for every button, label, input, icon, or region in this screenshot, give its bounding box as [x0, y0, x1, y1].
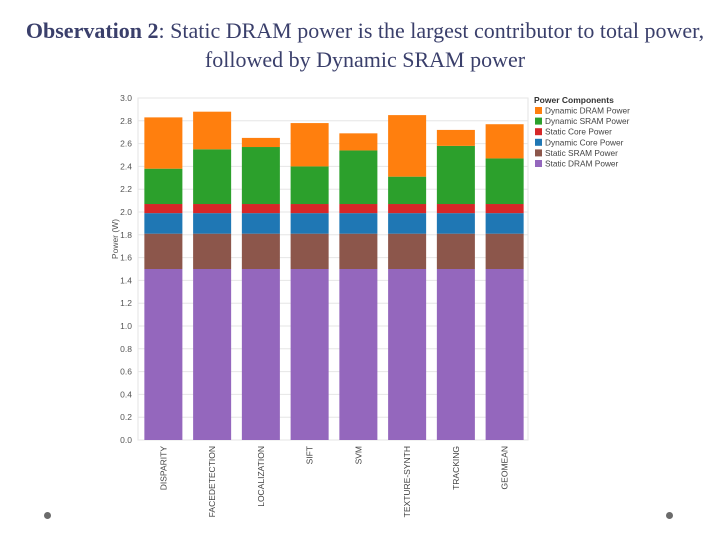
bar-segment-static-sram-power: [339, 233, 378, 269]
bar-segment-dynamic-sram-power: [144, 168, 183, 205]
x-tick-label: TRACKING: [451, 446, 461, 490]
bar-segment-dynamic-sram-power: [241, 147, 280, 205]
legend-swatch: [535, 149, 542, 157]
bar-segment-dynamic-core-power: [241, 213, 280, 234]
x-tick-label: SVM: [353, 446, 363, 464]
legend-title: Power Components: [534, 95, 614, 105]
x-tick-label: SIFT: [305, 446, 315, 464]
legend-item-label: Dynamic Core Power: [545, 137, 624, 147]
bar-segment-dynamic-dram-power: [193, 111, 232, 150]
bar-segment-dynamic-sram-power: [193, 149, 232, 205]
y-axis-label: Power (W): [110, 219, 120, 259]
bar-segment-dynamic-core-power: [485, 213, 524, 234]
bar-segment-dynamic-core-power: [339, 213, 378, 234]
bar-segment-static-sram-power: [193, 233, 232, 269]
bar-segment-dynamic-sram-power: [290, 166, 329, 205]
bar-segment-static-core-power: [485, 204, 524, 214]
x-tick-label: LOCALIZATION: [256, 446, 266, 507]
bar-segment-dynamic-core-power: [436, 213, 475, 234]
bar-segment-dynamic-sram-power: [339, 150, 378, 205]
legend-swatch: [535, 117, 542, 125]
bar-segment-dynamic-dram-power: [241, 137, 280, 148]
bar-segment-static-dram-power: [339, 269, 378, 440]
slide-title-text: : Static DRAM power is the largest contr…: [158, 18, 705, 72]
bar-segment-dynamic-core-power: [388, 213, 427, 234]
bar-segment-static-sram-power: [485, 233, 524, 269]
bar-segment-dynamic-core-power: [290, 213, 329, 234]
bar-segment-static-core-power: [436, 204, 475, 214]
bar-segment-dynamic-core-power: [193, 213, 232, 234]
bar-segment-dynamic-core-power: [144, 213, 183, 234]
slide-title-bold: Observation 2: [25, 18, 159, 43]
legend-item-label: Dynamic DRAM Power: [545, 106, 630, 116]
bar-segment-dynamic-dram-power: [290, 123, 329, 167]
y-tick-label: 2.8: [120, 116, 132, 126]
x-tick-label: DISPARITY: [158, 446, 168, 491]
legend-swatch: [535, 160, 542, 167]
y-tick-label: 1.0: [120, 321, 132, 331]
y-tick-label: 2.6: [120, 139, 132, 149]
bar-segment-dynamic-dram-power: [144, 117, 183, 169]
bar-segment-dynamic-sram-power: [485, 158, 524, 205]
legend-item-label: Dynamic SRAM Power: [545, 116, 630, 126]
y-tick-label: 1.2: [120, 298, 132, 308]
y-tick-label: 3.0: [120, 93, 132, 103]
bar-segment-static-dram-power: [241, 269, 280, 440]
bar-segment-static-dram-power: [436, 269, 475, 440]
legend-item-label: Static Core Power: [545, 127, 612, 137]
y-tick-label: 1.4: [120, 275, 132, 285]
legend-item-label: Static DRAM Power: [545, 159, 619, 169]
bar-segment-static-core-power: [241, 204, 280, 214]
x-tick-label: FACEDETECTION: [207, 446, 217, 517]
bar-segment-static-dram-power: [290, 269, 329, 440]
y-tick-label: 2.2: [120, 184, 132, 194]
y-tick-label: 0.6: [120, 367, 132, 377]
bar-segment-dynamic-dram-power: [388, 115, 427, 177]
y-tick-label: 0.8: [120, 344, 132, 354]
bar-segment-static-core-power: [193, 204, 232, 214]
bullet-dot-right: [666, 512, 673, 519]
y-tick-label: 0.2: [120, 412, 132, 422]
bar-segment-dynamic-dram-power: [436, 129, 475, 146]
slide-title: Observation 2: Static DRAM power is the …: [20, 16, 710, 74]
x-tick-label: TEXTURE-SYNTH: [402, 446, 412, 517]
y-tick-label: 0.0: [120, 435, 132, 445]
bar-segment-static-sram-power: [436, 233, 475, 269]
bar-segment-static-sram-power: [241, 233, 280, 269]
bar-segment-static-sram-power: [144, 233, 183, 269]
bar-segment-dynamic-sram-power: [436, 145, 475, 205]
bar-segment-static-dram-power: [485, 269, 524, 440]
y-tick-label: 1.8: [120, 230, 132, 240]
y-tick-label: 1.6: [120, 253, 132, 263]
bar-segment-static-core-power: [144, 204, 183, 214]
legend-item-label: Static SRAM Power: [545, 148, 618, 158]
bar-segment-dynamic-dram-power: [485, 124, 524, 159]
bar-segment-static-core-power: [339, 204, 378, 214]
legend-swatch: [535, 138, 542, 146]
bar-segment-static-sram-power: [290, 233, 329, 269]
bar-segment-static-dram-power: [388, 269, 427, 440]
legend-swatch: [535, 128, 542, 136]
bullet-dot-left: [44, 512, 51, 519]
bar-segment-dynamic-dram-power: [339, 133, 378, 151]
bar-segment-dynamic-sram-power: [388, 176, 427, 205]
legend-swatch: [535, 107, 542, 114]
x-tick-label: GEOMEAN: [500, 446, 510, 489]
bar-segment-static-dram-power: [144, 269, 183, 440]
bar-segment-static-core-power: [290, 204, 329, 214]
bar-segment-static-dram-power: [193, 269, 232, 440]
y-tick-label: 2.0: [120, 207, 132, 217]
y-tick-label: 0.4: [120, 389, 132, 399]
bar-segment-static-sram-power: [388, 233, 427, 269]
bar-segment-static-core-power: [388, 204, 427, 214]
y-tick-label: 2.4: [120, 161, 132, 171]
